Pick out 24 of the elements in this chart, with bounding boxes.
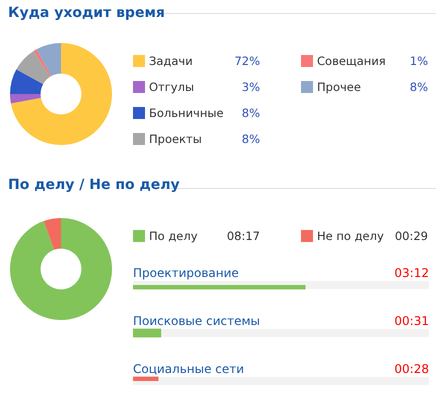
legend-label: Задачи (149, 54, 194, 68)
data-label: 00:29 (394, 229, 428, 243)
legend-label: Проекты (149, 132, 203, 146)
data-label: 00:31 (394, 314, 429, 328)
data-label: 00:28 (394, 362, 429, 376)
chart-title: По делу / Не по делу (8, 177, 180, 193)
data-label: 3% (242, 80, 260, 94)
chart-title: Куда уходит время (8, 5, 165, 21)
legend-label: Не по делу (317, 229, 385, 243)
y-tick-label: Поисковые системы (133, 314, 260, 328)
data-label: 03:12 (394, 266, 429, 280)
data-label: 08:17 (226, 229, 260, 243)
data-label: 72% (234, 54, 260, 68)
legend-label: По делу (149, 229, 199, 243)
data-label: 8% (242, 132, 260, 146)
data-label: 8% (410, 80, 428, 94)
y-tick-label: Социальные сети (133, 362, 244, 376)
legend-label: Совещания (317, 54, 387, 68)
y-tick-label: Проектирование (133, 266, 239, 280)
legend-label: Отгулы (149, 80, 196, 94)
legend-label: Прочее (317, 80, 362, 94)
data-label: 8% (242, 106, 260, 120)
legend-label: Больничные (149, 106, 225, 120)
data-label: 1% (410, 54, 428, 68)
